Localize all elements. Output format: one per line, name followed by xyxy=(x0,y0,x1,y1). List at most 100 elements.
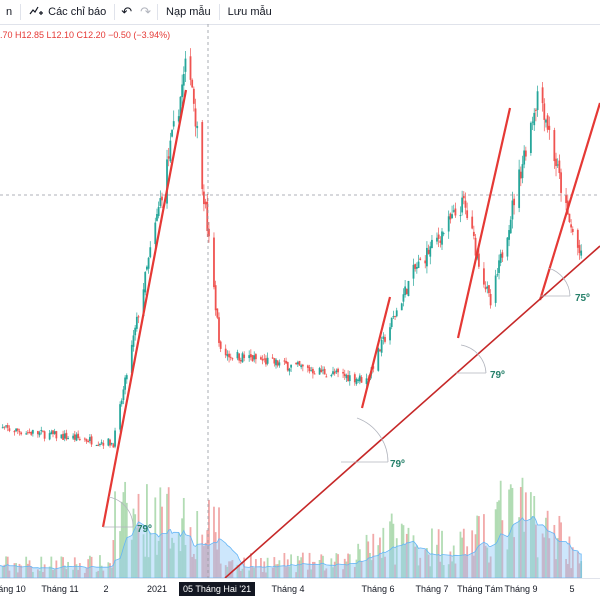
volume-bar xyxy=(40,556,43,578)
volume-bar xyxy=(310,569,313,578)
time-axis-tick: Tháng 9 xyxy=(504,584,538,594)
volume-bar xyxy=(203,546,205,578)
candle-body xyxy=(400,303,403,311)
candle-body xyxy=(171,129,173,137)
candle-body xyxy=(390,317,393,328)
volume-bar xyxy=(243,557,246,578)
trendline-drawings[interactable]: 79º 79º 79º 75º xyxy=(101,89,600,578)
volume-bar xyxy=(566,563,569,578)
volume-bar xyxy=(353,566,356,578)
volume-bar xyxy=(171,537,173,578)
candle-body xyxy=(488,285,490,294)
volume-bar xyxy=(301,552,304,578)
volume-bar xyxy=(498,500,500,578)
time-axis-tick: 2021 xyxy=(146,584,168,594)
candle-body xyxy=(379,349,381,352)
volume-bar xyxy=(179,551,182,578)
volume-bar xyxy=(229,561,232,578)
candle-body xyxy=(26,432,29,434)
volume-bar xyxy=(394,564,396,578)
candle-body xyxy=(135,316,138,329)
trendline-rally-1[interactable] xyxy=(101,89,188,528)
volume-bar xyxy=(75,564,78,578)
volume-bar xyxy=(218,507,220,578)
candle-body xyxy=(102,442,105,446)
volume-bar xyxy=(523,531,526,578)
time-axis[interactable] xyxy=(0,578,600,601)
volume-bar xyxy=(415,545,418,578)
volume-bar xyxy=(330,558,333,578)
volume-bar xyxy=(73,557,76,578)
volume-bar xyxy=(447,564,450,578)
volume-bar xyxy=(313,561,316,578)
volume-bar xyxy=(322,555,324,578)
trendline-rally-2[interactable] xyxy=(360,296,392,409)
candle-body xyxy=(395,310,398,317)
candle-body xyxy=(442,233,445,235)
candle-body xyxy=(216,308,219,318)
candle-body xyxy=(449,213,452,220)
candle-body xyxy=(506,237,509,257)
candle-body xyxy=(333,371,336,374)
candle-body xyxy=(263,358,266,360)
volume-bar xyxy=(348,554,351,578)
candle-body xyxy=(461,197,464,213)
save-template-button[interactable]: Lưu mẫu xyxy=(222,0,278,24)
candle-body xyxy=(360,377,363,383)
undo-button[interactable]: ↶ xyxy=(117,0,136,24)
volume-bar xyxy=(226,566,229,578)
candle-body xyxy=(523,150,526,165)
volume-bar xyxy=(489,556,492,578)
candle-body xyxy=(90,436,93,445)
indicators-button[interactable]: Các chỉ báo xyxy=(23,0,112,24)
candle-body xyxy=(459,215,462,217)
candle-body xyxy=(332,371,334,375)
candle-body xyxy=(276,360,279,366)
load-template-button[interactable]: Nạp mẫu xyxy=(160,0,217,24)
volume-bar xyxy=(405,533,408,578)
candle-body xyxy=(518,169,521,208)
volume-bar xyxy=(454,563,457,578)
candle-body xyxy=(405,288,408,295)
candle-body xyxy=(404,286,407,295)
volume-bar xyxy=(332,567,334,578)
volume-bar xyxy=(142,534,145,578)
volume-bar xyxy=(288,566,291,578)
candle-body xyxy=(53,431,56,434)
volume-bar xyxy=(157,540,160,578)
candle-body xyxy=(384,337,386,342)
candle-body xyxy=(295,362,298,365)
candle-body xyxy=(286,362,289,371)
volume-bar xyxy=(439,561,442,578)
candle-body xyxy=(130,344,133,374)
volume-bar xyxy=(556,538,559,578)
indicators-label: Các chỉ báo xyxy=(48,6,107,18)
candle-body xyxy=(308,367,311,372)
price-chart[interactable]: 79º 79º 79º 75º xyxy=(0,24,600,578)
candle-body xyxy=(298,360,301,366)
toolbar-cutoff-item[interactable]: n xyxy=(0,0,18,24)
candle-body xyxy=(555,158,557,167)
candle-body xyxy=(452,210,455,212)
candle-body xyxy=(6,425,9,428)
redo-button[interactable]: ↷ xyxy=(136,0,155,24)
candle-body xyxy=(313,373,316,375)
trendline-rally-3[interactable] xyxy=(456,107,512,339)
volume-bar xyxy=(184,544,187,578)
volume-bar xyxy=(13,563,16,578)
candle-body xyxy=(31,430,34,434)
candle-body xyxy=(167,156,170,159)
volume-bar xyxy=(134,514,137,578)
trendline-long-support[interactable] xyxy=(224,245,600,578)
candle-body xyxy=(203,191,205,205)
volume-bar xyxy=(367,541,370,578)
volume-bar xyxy=(501,520,504,578)
volume-bar xyxy=(112,540,115,578)
trendline-rally-4[interactable] xyxy=(538,102,600,301)
volume-bar xyxy=(426,548,428,578)
volume-bar xyxy=(177,533,180,578)
candle-body xyxy=(65,432,68,440)
candle-body xyxy=(25,433,28,435)
volume-bar xyxy=(208,499,210,578)
volume-bar xyxy=(518,517,521,578)
